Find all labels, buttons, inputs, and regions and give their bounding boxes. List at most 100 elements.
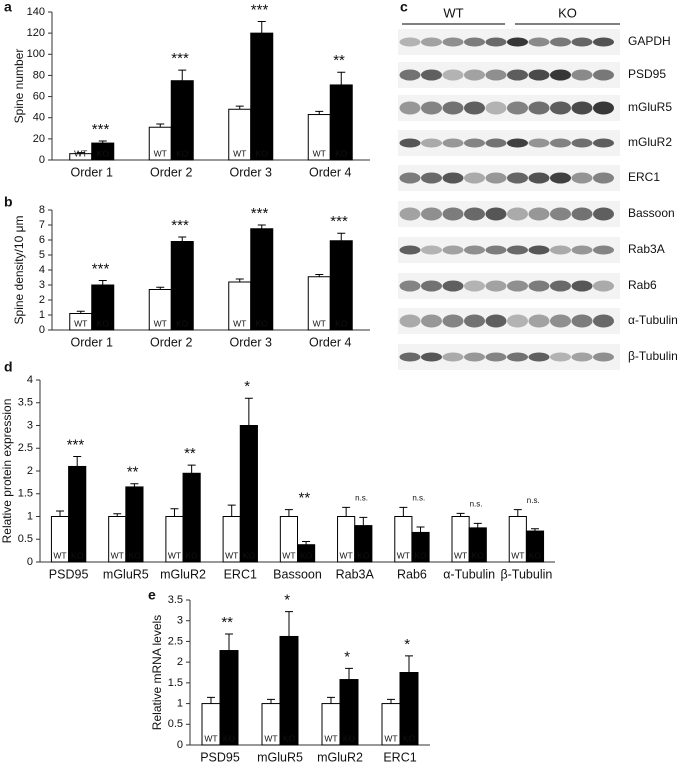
- band-label: ERC1: [628, 170, 660, 184]
- series-label: WT: [397, 550, 410, 560]
- blot-band: [528, 352, 550, 362]
- blot-band: [593, 138, 614, 148]
- blot-band: [528, 101, 550, 115]
- blot-band: [442, 280, 464, 292]
- x-tick-label: Order 1: [71, 165, 113, 179]
- blot-band: [485, 172, 507, 184]
- blot-band: [464, 37, 485, 47]
- series-label: WT: [511, 550, 524, 560]
- significance: **: [221, 614, 233, 631]
- series-label: WT: [324, 733, 337, 743]
- series-label: WT: [264, 733, 277, 743]
- error-bar: [225, 633, 233, 651]
- error-bar: [73, 455, 82, 467]
- y-tick-label: 60: [33, 90, 45, 102]
- blot-band: [485, 314, 507, 328]
- blot-band: [571, 207, 593, 221]
- bar: [219, 650, 239, 746]
- series-label: WT: [225, 550, 238, 560]
- series-label: KO: [71, 550, 84, 560]
- y-tick-label: 140: [27, 6, 45, 18]
- blot-band: [507, 69, 528, 81]
- blot-band: [528, 314, 550, 328]
- blot-band: [485, 69, 507, 81]
- significance: **: [333, 52, 345, 69]
- series-label: KO: [128, 550, 141, 560]
- series-label: WT: [454, 550, 467, 560]
- blot-band: [571, 352, 593, 362]
- group-label: WT: [443, 5, 463, 20]
- band-label: β-Tubulin: [628, 349, 678, 363]
- error-bar: [235, 105, 244, 110]
- y-tick-label: 3: [177, 615, 183, 627]
- significance: ***: [330, 213, 348, 230]
- error-bar: [130, 483, 139, 487]
- blot-band: [571, 138, 593, 148]
- series-label: KO: [403, 733, 416, 743]
- x-tick-label: α-Tubulin: [443, 567, 495, 581]
- series-label: WT: [74, 148, 87, 158]
- blot-band: [464, 69, 485, 81]
- y-tick-label: 4: [27, 374, 33, 386]
- bar: [170, 241, 194, 331]
- x-tick-label: Order 2: [150, 335, 192, 349]
- series-label: KO: [414, 550, 427, 560]
- blot-band: [550, 138, 571, 148]
- blot-band: [571, 245, 593, 255]
- blot-band: [399, 101, 421, 115]
- error-bar: [113, 513, 122, 517]
- y-tick-label: 2.5: [168, 635, 183, 647]
- error-bar: [257, 224, 266, 229]
- blot-band: [528, 207, 550, 221]
- y-tick-label: 120: [27, 27, 45, 39]
- band-label: GAPDH: [628, 34, 671, 48]
- blot-band: [421, 69, 442, 81]
- blot-band: [399, 69, 421, 81]
- significance: ***: [171, 217, 189, 234]
- series-label: WT: [111, 550, 124, 560]
- blot-band: [421, 280, 442, 292]
- x-tick-label: Rab3A: [336, 567, 375, 581]
- series-label: WT: [53, 550, 66, 560]
- blot-band: [550, 172, 571, 184]
- blot-band: [550, 352, 571, 362]
- bar: [250, 32, 274, 161]
- blot-band: [464, 245, 485, 255]
- error-bar: [315, 110, 324, 115]
- significance: *: [404, 636, 410, 653]
- series-label: KO: [300, 550, 313, 560]
- blot-band: [399, 207, 421, 221]
- series-label: KO: [223, 733, 236, 743]
- blot-band: [399, 314, 421, 328]
- band-label: Rab6: [628, 278, 657, 292]
- error-bar: [473, 522, 482, 528]
- blot-band: [528, 69, 550, 81]
- error-bar: [76, 152, 85, 154]
- blot-band: [593, 69, 614, 81]
- error-bar: [56, 510, 65, 517]
- y-tick-label: 5: [39, 249, 45, 261]
- panel-label: b: [4, 194, 13, 210]
- x-tick-label: Bassoon: [273, 567, 322, 581]
- x-tick-label: mGluR5: [103, 567, 149, 581]
- blot-band: [442, 37, 464, 47]
- series-label: KO: [335, 148, 348, 158]
- y-tick-label: 7: [39, 219, 45, 231]
- blot-band: [593, 207, 614, 221]
- error-bar: [342, 506, 351, 517]
- blot-band: [507, 245, 528, 255]
- error-bar: [170, 508, 179, 517]
- y-tick-label: 3.5: [18, 397, 33, 409]
- blot-band: [442, 172, 464, 184]
- significance: *: [344, 648, 350, 665]
- blot-band: [571, 37, 593, 47]
- significance: ***: [67, 436, 85, 453]
- error-bar: [267, 698, 275, 704]
- y-axis-label: Relative protein expression: [0, 399, 14, 544]
- y-axis-label: Spine density/10 μm: [12, 216, 26, 325]
- blot-band: [550, 314, 571, 328]
- blot-band: [593, 352, 614, 362]
- blot-band: [571, 280, 593, 292]
- x-tick-label: β-Tubulin: [500, 567, 552, 581]
